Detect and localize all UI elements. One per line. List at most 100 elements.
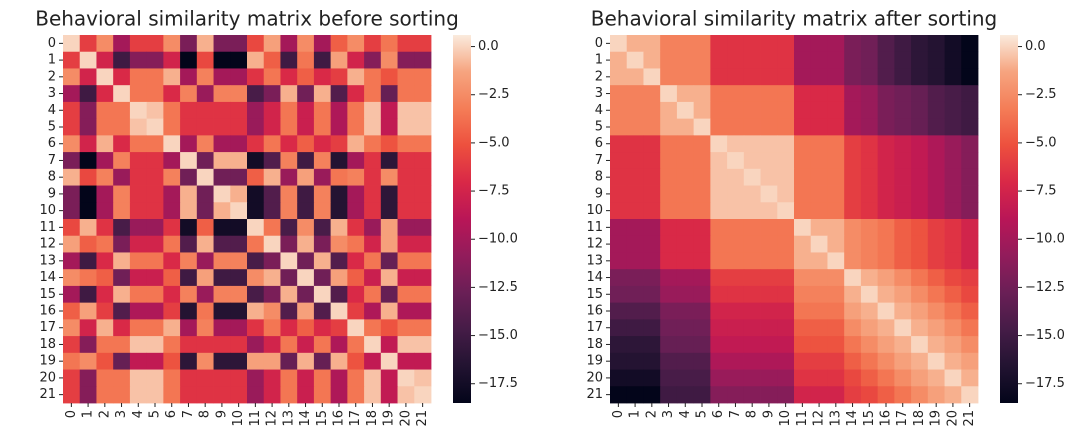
heatmap-cell: [79, 285, 97, 304]
heatmap-cell: [844, 336, 862, 354]
heatmap-cell: [894, 219, 912, 237]
heatmap-cell: [196, 51, 214, 69]
heatmap-cell: [263, 386, 281, 404]
heatmap-cell: [297, 269, 315, 287]
heatmap-cell: [643, 152, 661, 170]
heatmap-cell: [247, 152, 265, 170]
y-tick-label: 19: [586, 354, 603, 369]
heatmap-cell: [794, 269, 812, 287]
heatmap-cell: [827, 35, 845, 53]
heatmap-cell: [313, 369, 332, 387]
heatmap-cell: [414, 386, 432, 404]
heatmap-cell: [213, 202, 231, 220]
heatmap-cell: [163, 269, 181, 287]
heatmap-cell: [297, 285, 315, 304]
heatmap-cell: [113, 269, 131, 287]
heatmap-cell: [364, 152, 382, 170]
y-tick-label: 11: [39, 220, 56, 235]
heatmap-cell: [626, 135, 644, 153]
heatmap-cell: [364, 51, 382, 69]
heatmap-cell: [330, 135, 348, 153]
heatmap-cell: [877, 135, 895, 153]
heatmap-cell: [196, 369, 214, 387]
heatmap-cell: [827, 202, 845, 220]
heatmap-cell: [877, 152, 895, 170]
heatmap-cell: [760, 101, 778, 120]
heatmap-cell: [397, 202, 415, 220]
heatmap-cell: [961, 35, 979, 53]
heatmap-cell: [727, 269, 745, 287]
heatmap-cell: [610, 285, 628, 304]
heatmap-cell: [760, 219, 778, 237]
heatmap-cell: [79, 219, 97, 237]
heatmap-cell: [397, 319, 415, 337]
heatmap-cell: [844, 35, 862, 53]
heatmap-cell: [777, 152, 795, 170]
heatmap-cell: [710, 369, 728, 387]
heatmap-cell: [860, 51, 879, 69]
y-tick-label: 1: [48, 53, 56, 68]
heatmap-cell: [247, 68, 265, 86]
heatmap-cell: [827, 135, 845, 153]
heatmap-cell: [660, 118, 678, 136]
heatmap-cell: [347, 319, 365, 337]
heatmap-cell: [129, 202, 148, 220]
heatmap-cell: [676, 336, 695, 354]
heatmap-cell: [113, 185, 131, 203]
heatmap-cell: [810, 302, 828, 320]
heatmap-cell: [877, 35, 895, 53]
heatmap-cell: [96, 202, 114, 220]
heatmap-cell: [877, 68, 895, 86]
heatmap-cell: [213, 336, 231, 354]
heatmap-cell: [710, 101, 728, 120]
heatmap-cell: [96, 336, 114, 354]
heatmap-cell: [743, 319, 761, 337]
heatmap-cell: [827, 185, 845, 203]
heatmap-cell: [727, 101, 745, 120]
heatmap-cell: [213, 252, 231, 270]
y-tick-label: 16: [39, 304, 56, 319]
heatmap-cell: [196, 269, 214, 287]
x-tick-label: 13: [281, 410, 296, 427]
heatmap-cell: [96, 386, 114, 404]
heatmap-cell: [213, 85, 231, 103]
heatmap-cell: [63, 252, 81, 270]
heatmap-cell: [146, 386, 164, 404]
x-tick-label: 20: [945, 410, 960, 427]
y-tick-label: 5: [595, 120, 603, 135]
heatmap-cell: [827, 152, 845, 170]
heatmap-cell: [297, 101, 315, 120]
heatmap-cell: [927, 168, 945, 186]
heatmap-cell: [180, 386, 198, 404]
heatmap-cell: [877, 185, 895, 203]
y-tick-label: 13: [39, 253, 56, 268]
heatmap-cell: [213, 135, 231, 153]
heatmap-cell: [313, 319, 332, 337]
heatmap-cell: [247, 319, 265, 337]
heatmap-cell: [727, 352, 745, 370]
heatmap-cell: [330, 35, 348, 53]
heatmap-cell: [380, 101, 398, 120]
heatmap-cell: [927, 235, 945, 253]
heatmap-cell: [313, 118, 332, 136]
y-tick-label: 5: [48, 120, 56, 135]
heatmap-cell: [626, 319, 644, 337]
heatmap-cell: [347, 152, 365, 170]
heatmap-cell: [860, 319, 879, 337]
heatmap-cell: [810, 51, 828, 69]
heatmap-cell: [777, 352, 795, 370]
heatmap-cell: [676, 352, 695, 370]
heatmap-cell: [927, 202, 945, 220]
heatmap-cell: [380, 118, 398, 136]
heatmap-cell: [230, 152, 248, 170]
heatmap-cell: [79, 85, 97, 103]
heatmap-cell: [743, 336, 761, 354]
heatmap-cell: [146, 235, 164, 253]
heatmap-cell: [280, 352, 298, 370]
heatmap-cell: [313, 85, 332, 103]
heatmap-cell: [96, 85, 114, 103]
heatmap-cell: [794, 152, 812, 170]
heatmap-cell: [760, 118, 778, 136]
heatmap-cell: [961, 101, 979, 120]
heatmap-cell: [113, 168, 131, 186]
